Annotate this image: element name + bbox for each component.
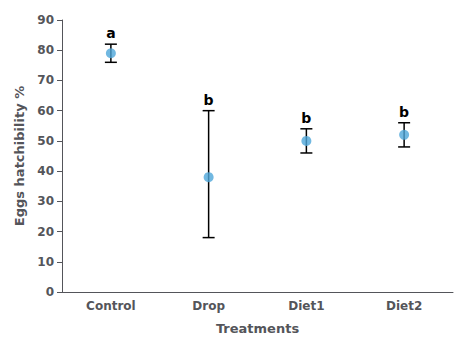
- svg-text:90: 90: [37, 13, 54, 27]
- svg-text:Control: Control: [86, 299, 136, 313]
- svg-text:60: 60: [37, 104, 54, 118]
- svg-text:b: b: [204, 92, 214, 108]
- svg-text:Drop: Drop: [192, 299, 225, 313]
- svg-text:Eggs hatchibility %: Eggs hatchibility %: [12, 86, 27, 226]
- svg-text:Diet1: Diet1: [288, 299, 324, 313]
- svg-text:50: 50: [37, 134, 54, 148]
- svg-text:b: b: [399, 104, 409, 120]
- svg-text:0: 0: [46, 285, 54, 299]
- svg-text:30: 30: [37, 194, 54, 208]
- svg-text:Treatments: Treatments: [216, 321, 299, 336]
- svg-text:40: 40: [37, 164, 54, 178]
- svg-text:70: 70: [37, 73, 54, 87]
- svg-text:80: 80: [37, 43, 54, 57]
- svg-text:10: 10: [37, 255, 54, 269]
- svg-text:a: a: [106, 25, 115, 41]
- svg-text:Diet2: Diet2: [386, 299, 422, 313]
- svg-text:b: b: [301, 110, 311, 126]
- svg-text:20: 20: [37, 225, 54, 239]
